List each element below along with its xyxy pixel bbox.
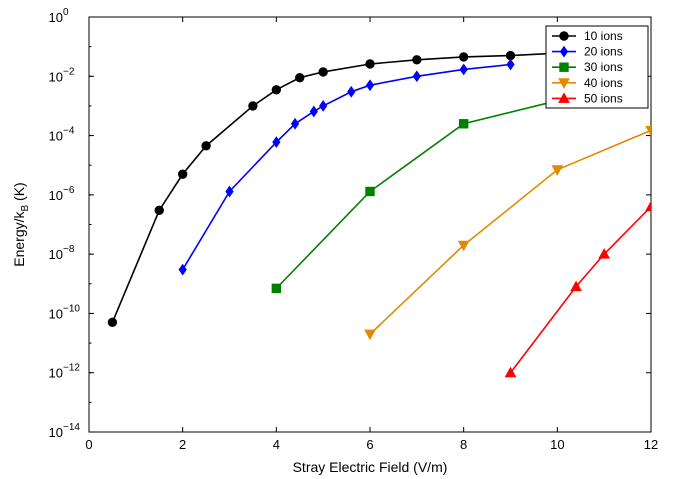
y-tick-label-base: 10 (49, 247, 63, 262)
series-line (112, 53, 557, 322)
x-tick-label: 0 (85, 437, 92, 452)
x-tick-label: 10 (550, 437, 564, 452)
y-tick-label-base: 10 (49, 129, 63, 144)
data-point (249, 102, 257, 110)
data-point (365, 330, 375, 339)
legend-label: 50 ions (584, 91, 623, 105)
legend-label: 30 ions (584, 60, 623, 74)
data-point (108, 318, 116, 326)
y-tick-label-exponent: −14 (63, 422, 80, 433)
y-tick-label-exponent: 0 (63, 7, 69, 18)
y-tick-label-base: 10 (49, 69, 63, 84)
y-tick-label-base: 10 (49, 10, 63, 25)
data-point (367, 80, 374, 90)
data-point (507, 59, 514, 69)
y-tick-label-base: 10 (49, 425, 63, 440)
y-tick-label-exponent: −2 (63, 66, 75, 77)
data-point (506, 51, 514, 59)
data-point (178, 170, 186, 178)
data-point (366, 187, 374, 195)
y-tick-label-exponent: −6 (63, 185, 75, 196)
y-tick-label: 10 (49, 129, 63, 144)
series-3 (365, 126, 656, 339)
data-point (320, 101, 327, 111)
data-point (348, 87, 355, 97)
data-point (646, 126, 656, 135)
y-tick-label-exponent: −10 (63, 303, 80, 314)
y-tick-label-exponent: −4 (63, 126, 75, 137)
data-point (413, 56, 421, 64)
data-point (459, 120, 467, 128)
y-tick-label: 10 (49, 425, 63, 440)
y-tick-label-exponent: −12 (63, 363, 80, 374)
y-tick-label-base: 10 (49, 366, 63, 381)
y-axis-title-tail: (K) (11, 182, 27, 205)
data-point (202, 142, 210, 150)
series-4 (506, 202, 657, 377)
y-tick-label: 10 (49, 366, 63, 381)
y-tick-label: 10 (49, 69, 63, 84)
y-axis-title-main: Energy/k (11, 210, 27, 266)
x-tick-label: 12 (644, 437, 658, 452)
data-point (155, 206, 163, 214)
data-point (272, 86, 280, 94)
y-tick-label: 10 (49, 247, 63, 262)
data-point (459, 53, 467, 61)
y-tick-label-base: 10 (49, 306, 63, 321)
x-tick-label: 2 (179, 437, 186, 452)
legend-marker (560, 63, 568, 71)
legend-label: 40 ions (584, 76, 623, 90)
y-tick-label-base: 10 (49, 188, 63, 203)
x-axis-title: Stray Electric Field (V/m) (293, 459, 448, 475)
data-point (460, 64, 467, 74)
series-2 (272, 97, 561, 293)
legend-label: 10 ions (584, 29, 623, 43)
data-point (296, 73, 304, 81)
y-tick-label: 10 (49, 188, 63, 203)
data-point (366, 60, 374, 68)
x-tick-label: 6 (366, 437, 373, 452)
y-axis-title: Energy/kB (K) (11, 182, 31, 266)
series-line (183, 64, 511, 269)
legend-label: 20 ions (584, 45, 623, 59)
x-tick-label: 8 (460, 437, 467, 452)
data-point (310, 106, 317, 116)
data-point (319, 68, 327, 76)
data-point (413, 71, 420, 81)
y-tick-label-exponent: −8 (63, 244, 75, 255)
data-point (272, 284, 280, 292)
data-point (646, 202, 656, 211)
y-tick-label: 10 (49, 306, 63, 321)
legend-marker (560, 32, 568, 40)
y-tick-label: 10 (49, 10, 63, 25)
series-line (276, 101, 557, 289)
series-0 (108, 49, 561, 327)
x-tick-label: 4 (273, 437, 280, 452)
